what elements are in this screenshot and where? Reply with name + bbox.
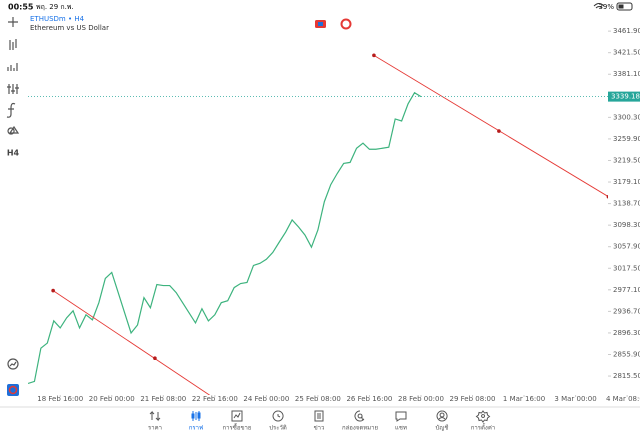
y-tick-label: 3259.90	[613, 135, 640, 143]
battery-level	[618, 4, 624, 9]
x-tick-label: 4 Mar 08:00	[606, 395, 640, 403]
x-tick-label: 1 Mar 16:00	[503, 395, 545, 403]
trend-line[interactable]	[52, 290, 215, 399]
status-battery: 39%	[598, 3, 614, 11]
y-tick-label: 3300.30	[613, 113, 640, 121]
buy-button[interactable]	[340, 18, 352, 30]
left-toolbar	[6, 17, 20, 370]
wifi-icon	[593, 3, 605, 9]
y-tick-label: 3017.50	[613, 264, 640, 272]
chart-type-tool[interactable]	[9, 39, 17, 50]
tab-label[interactable]: กราฟ	[189, 425, 203, 432]
tab-label[interactable]: แชท	[395, 425, 407, 432]
functions-tool[interactable]	[6, 102, 16, 118]
y-tick-label: 3057.90	[613, 243, 640, 251]
indicators-tool[interactable]	[7, 63, 18, 71]
y-tick-label: 3381.10	[613, 70, 640, 78]
symbol-description: Ethereum vs US Dollar	[30, 24, 109, 32]
trade-glyph	[8, 385, 18, 395]
objects-tool[interactable]	[7, 125, 20, 135]
x-tick-label: 22 Feb 16:00	[192, 395, 238, 403]
trend-line[interactable]	[373, 54, 608, 197]
current-price-box	[608, 91, 640, 102]
settings-tool[interactable]	[7, 84, 19, 94]
zoom-tool[interactable]	[7, 358, 19, 370]
tab-icon[interactable]	[272, 410, 284, 422]
battery-icon	[616, 2, 633, 11]
tab-icon[interactable]	[149, 410, 161, 422]
tab-icon[interactable]	[395, 411, 407, 422]
tab-label[interactable]: ราคา	[148, 425, 162, 432]
tab-icon[interactable]	[314, 410, 324, 422]
tab-icon[interactable]	[475, 410, 491, 423]
y-tick-label: 2855.90	[613, 350, 640, 358]
tab-icon[interactable]	[191, 411, 201, 421]
x-tick-label: 21 Feb 08:00	[140, 395, 186, 403]
y-tick-label: 2977.10	[613, 286, 640, 294]
status-time: 00:55	[8, 3, 34, 12]
y-tick-label: 2896.30	[613, 329, 640, 337]
symbol: ETHUSDm • H4	[30, 15, 85, 23]
trend-midpoint[interactable]	[497, 129, 501, 133]
y-tick-label: 3098.30	[613, 221, 640, 229]
x-tick-label: 29 Feb 08:00	[450, 395, 496, 403]
x-tick-label: 26 Feb 16:00	[346, 395, 392, 403]
tab-label[interactable]: ข่าว	[314, 425, 325, 432]
tab-label[interactable]: บัญชี	[436, 424, 449, 432]
current-price-label: 3339.18	[611, 93, 640, 101]
trend-anchor[interactable]	[372, 53, 376, 58]
y-tick-label: 3421.50	[613, 49, 640, 57]
tab-label[interactable]: การซื้อขาย	[223, 422, 252, 432]
x-tick-label: 25 Feb 08:00	[295, 395, 341, 403]
y-tick-label: 2815.50	[613, 372, 640, 380]
x-tick-label: 3 Mar 00:00	[554, 395, 596, 403]
trend-anchor[interactable]	[51, 288, 55, 293]
price-line	[28, 91, 422, 385]
tab-label[interactable]: กล่องจดหมาย	[342, 425, 378, 432]
y-tick-label: 3219.50	[613, 156, 640, 164]
timeframe-button[interactable]: H4	[7, 149, 20, 158]
x-tick-label: 24 Feb 00:00	[243, 395, 289, 403]
tab-label[interactable]: ประวัติ	[269, 425, 287, 432]
trend-midpoint[interactable]	[153, 356, 157, 361]
tab-icon[interactable]	[354, 410, 365, 422]
tab-icon[interactable]	[231, 410, 243, 422]
x-tick-label: 28 Feb 00:00	[398, 395, 444, 403]
tab-label[interactable]: การตั้งค่า	[471, 422, 495, 432]
y-tick-label: 2936.70	[613, 307, 640, 315]
trend-anchor[interactable]	[606, 194, 611, 199]
x-tick-label: 20 Feb 00:00	[89, 395, 135, 403]
x-tick-label: 18 Feb 16:00	[37, 395, 83, 403]
plot-area	[28, 53, 611, 399]
tab-icon[interactable]	[436, 410, 448, 422]
crosshair-tool[interactable]	[8, 17, 18, 27]
status-date: พฤ. 29 ก.พ.	[36, 3, 74, 11]
y-tick-label: 3461.90	[613, 27, 640, 35]
y-tick-label: 3138.70	[613, 200, 640, 208]
y-tick-label: 3179.10	[613, 178, 640, 186]
zoom-glyph	[9, 361, 17, 367]
sell-icon	[318, 22, 323, 26]
